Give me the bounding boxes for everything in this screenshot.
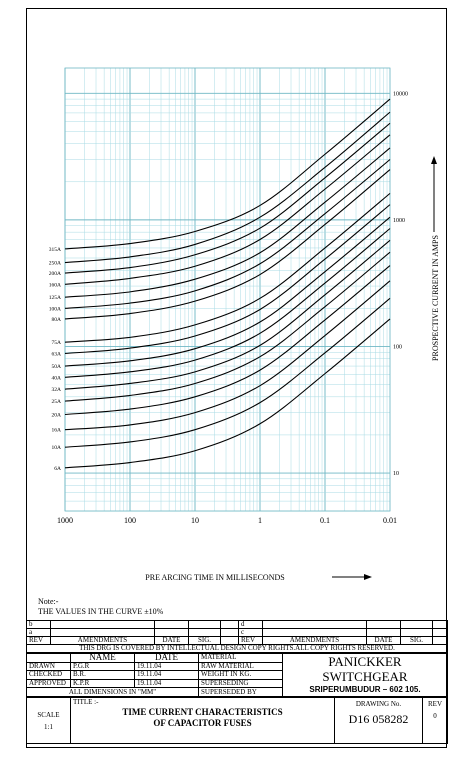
curve-6A (64, 318, 391, 469)
company-address: SRIPERUMBUDUR – 602 105. (309, 685, 421, 694)
curve-20A (64, 265, 391, 416)
curve-10A (64, 297, 391, 448)
rev-a: a (26, 628, 51, 637)
y-axis-arrowhead (431, 156, 437, 164)
curve-label-6A: 6A (54, 466, 61, 472)
curve-label-16A: 16A (52, 428, 62, 434)
curve-label-10A: 10A (52, 445, 62, 451)
curve-label-50A: 50A (52, 364, 62, 370)
curve-160A (64, 134, 391, 285)
time-current-chart: 315A250A200A160A125A100A80A75A63A50A40A3… (49, 67, 440, 582)
curve-80A (64, 169, 391, 320)
curve-250A (64, 111, 391, 264)
curve-315A (64, 98, 391, 250)
curve-32A (64, 239, 391, 390)
curve-63A (64, 204, 391, 355)
curve-label-20A: 20A (52, 413, 62, 419)
note-heading: Note:- (38, 597, 59, 606)
x-tick-1: 1 (258, 516, 262, 525)
x-tick-0.01: 0.01 (383, 516, 397, 525)
curve-label-125A: 125A (49, 295, 61, 301)
curve-label-160A: 160A (49, 282, 61, 288)
curve-100A (64, 159, 391, 309)
note-text: THE VALUES IN THE CURVE ±10% (38, 607, 164, 616)
copyright-line: THIS DRG IS COVERED BY INTELLECTUAL DESI… (26, 644, 448, 653)
curve-label-100A: 100A (49, 306, 61, 312)
drawing-title-2: OF CAPACITOR FUSES (153, 718, 252, 728)
rev-d: d (238, 620, 263, 629)
x-tick-labels: 1000 100 10 1 0.1 0.01 (57, 516, 397, 525)
curve-label-80A: 80A (52, 317, 62, 323)
curve-label-32A: 32A (52, 387, 62, 393)
y-tick-10000: 10000 (393, 91, 408, 97)
curve-label-63A: 63A (52, 351, 62, 357)
y-tick-1000: 1000 (393, 218, 405, 224)
company-name: PANICKKER SWITCHGEAR (322, 654, 408, 685)
curve-16A (64, 280, 391, 431)
rev-c: c (238, 628, 263, 637)
curve-125A (64, 147, 391, 298)
log-grid (64, 67, 391, 512)
drawing-frame (26, 8, 447, 748)
x-axis-label: PRE ARCING TIME IN MILLISECONDS (145, 573, 284, 582)
drawing-number: D16 058282 (348, 712, 409, 726)
y-tick-10: 10 (393, 471, 399, 477)
y-axis-label: PROSPECTIVE CURRENT IN AMPS (431, 235, 440, 361)
curves (64, 98, 391, 469)
y-tick-labels: 10000 1000 100 10 (393, 91, 408, 477)
curve-label-250A: 250A (49, 261, 61, 267)
curve-50A (64, 216, 391, 367)
plot-border (64, 67, 391, 512)
curve-label-25A: 25A (52, 399, 62, 405)
curve-200A (64, 122, 391, 274)
rev-b: b (26, 620, 51, 629)
curve-25A (64, 251, 391, 402)
x-tick-100: 100 (124, 516, 136, 525)
curve-75A (64, 192, 391, 343)
x-tick-10: 10 (191, 516, 199, 525)
x-tick-0.1: 0.1 (320, 516, 330, 525)
y-tick-100: 100 (393, 344, 402, 350)
title-block: b d a c REV AMENDMENTS DATE SIG. REV AMENDME… (26, 620, 448, 748)
curve-label-200A: 200A (49, 271, 61, 277)
curve-40A (64, 228, 391, 378)
curve-label-315A: 315A (49, 247, 61, 253)
drawing-title-1: TIME CURRENT CHARACTERISTICS (122, 707, 283, 717)
x-axis-arrowhead (364, 574, 372, 580)
curve-labels: 315A 250A 200A 160A 125A 100A 80A 75A 63A 50A 40A 3… (49, 247, 61, 472)
curve-label-75A: 75A (52, 340, 62, 346)
curve-label-40A: 40A (52, 375, 62, 381)
x-tick-1000: 1000 (57, 516, 73, 525)
